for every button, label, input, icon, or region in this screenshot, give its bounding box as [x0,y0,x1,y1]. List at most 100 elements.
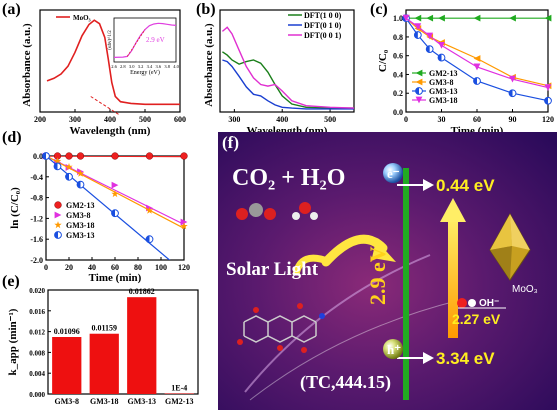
x-tick-label: 80 [134,263,142,272]
light-curved-arrow-icon [292,234,396,276]
legend-label: GM2-13 [66,201,94,210]
bar-0 [52,337,82,394]
series-line-moo3 [46,19,180,106]
data-point [145,206,154,214]
data-point [509,14,516,22]
y-tick-label: 1.0 [393,14,403,23]
data-point [438,41,445,49]
data-point-fill [414,31,418,39]
inset-x-tick-label: 3.4 [147,64,153,69]
series-line-0 [222,51,354,109]
data-point-fill [146,235,150,243]
chart-c-degradation: 0 30 60 90 1200.00.20.40.60.81.0GM2-13GM3-8G… [377,9,554,137]
molecule-label: (TC,444.15) [300,372,391,393]
panel-label-a: (a) [2,1,21,18]
y-axis-title: k_app (min⁻¹) [7,308,19,375]
x-tick-label: 200 [34,115,46,124]
legend-marker-fill [415,87,419,95]
x-tick-label: 400 [276,115,288,124]
y-tick-label: 0.012 [29,329,45,337]
inset-x-tick-label: 3.2 [138,64,144,69]
data-point [426,32,434,40]
data-point-fill [438,54,442,61]
legend-label: GM3-8 [66,211,90,220]
chart-e-rate-constants: 0.000 0.004 0.008 0.012 0.016 0.020 0.01096 GM3… [7,287,199,406]
legend-marker [54,211,62,219]
data-point [53,157,62,165]
x-tick-label: 90 [509,115,517,124]
bar-1 [89,333,119,394]
y-tick-label: 0.0 [393,108,403,117]
solar-light-text: Solar Light [226,259,319,280]
x-tick-label: 300 [228,115,240,124]
data-point [438,14,445,22]
legend-marker [415,69,423,77]
panel-label-b: (b) [196,1,216,18]
h2o-molecule-icon [292,202,318,220]
hole-label: h⁺ [387,342,401,357]
chart-d-kinetics: 0 20 40 60 80 100 120 0.0 -0.4 -0.8 -1.2 -1.6 -2.0 GM… [9,152,190,284]
legend-label: GM3-18 [66,221,94,230]
oxygen-atom-icon [457,298,467,308]
hydroxide-label: OH⁻ [479,298,499,309]
vb-energy-label: 3.34 eV [436,349,495,368]
data-point [402,14,410,22]
y-axis-title: C/C₀ [377,49,389,72]
data-point [145,152,154,160]
data-point [473,63,481,71]
data-point [473,55,481,62]
tetracycline-molecule-icon [237,303,325,353]
y-tick-label: 0.4 [393,70,403,79]
bandgap-arrow-icon [440,198,466,338]
electron-icon [383,163,403,183]
inset-x-tick-label: 4.0 [173,64,179,69]
y-tick-label: -1.2 [30,214,43,223]
plot-frame [219,9,355,113]
data-point [65,152,73,160]
tangent-line [90,96,120,115]
x-tick-label: 40 [88,263,96,272]
legend-marker-fill [54,231,58,239]
inset-x-tick-label: 2.8 [120,64,126,69]
legend-marker [54,221,62,229]
bar-data-label: 0.01159 [91,324,117,333]
electron-label: e⁻ [387,166,400,181]
inset-y-axis-title: (αhν)^1/2 [108,30,113,50]
legend-label: MoO₃ [73,14,91,22]
data-point [180,222,188,230]
chart-a-uv-vis: 200 300 400 500 600 MoO₃ Wavelength (nm) Absorb… [21,9,186,137]
x-tick-label: 300 [69,115,81,124]
hole-icon [383,339,403,359]
cb-energy-label: 0.44 eV [436,176,495,195]
panel-label-e: (e) [2,273,20,290]
bar-data-label: 0.01862 [129,287,155,296]
y-tick-label: 0.8 [393,33,403,42]
x-tick-label: 20 [65,263,73,272]
y-tick-label: 0.0 [33,152,43,161]
legend-label: GM3-13 [66,231,94,240]
y-tick-label: 0.2 [393,89,403,98]
y-axis-title: ln (C/C₀) [9,187,21,229]
x-tick-label: 120 [542,115,554,124]
x-tick-label: 500 [139,115,151,124]
data-point-fill [426,45,430,53]
x-tick-label: GM3-8 [55,397,79,406]
data-point-fill [54,163,58,170]
inset-x-axis-title: Energy (eV) [130,69,160,76]
data-point-fill [544,97,548,105]
data-point [426,14,434,22]
co2-molecule-icon [236,203,276,220]
legend-marker [415,96,423,104]
data-point [473,14,481,22]
legend-label: DFT(0 0 1) [304,31,342,40]
data-point [544,14,552,22]
data-point [65,163,73,171]
bandgap-label: 2.9 eV [365,246,390,305]
legend-label: GM2-13 [429,69,457,78]
series-line-2 [221,26,355,109]
x-tick-label: 500 [324,115,336,124]
data-point-fill [111,209,115,217]
inset-x-tick-label: 3.6 [155,64,161,69]
